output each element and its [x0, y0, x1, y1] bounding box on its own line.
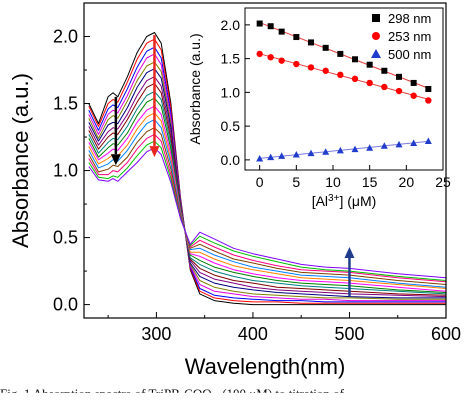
inset-x-tick-label: 15	[362, 174, 378, 190]
data-point-500-nm	[424, 137, 432, 144]
data-point-253-nm	[337, 71, 344, 79]
inset-x-axis-title: [Al3+] (μM)	[312, 193, 377, 210]
main-y-tick-label: 1.5	[53, 94, 78, 114]
data-point-298-nm	[337, 50, 344, 57]
inset-y-tick-label: 1.0	[221, 84, 241, 100]
inset-x-axis: 0 5 10 15 20 25	[256, 165, 451, 190]
data-point-253-nm	[381, 83, 388, 91]
data-point-298-nm	[396, 73, 402, 80]
main-plot-frame	[83, 2, 447, 319]
inset-y-tick-label: 1.5	[221, 51, 241, 67]
data-point-253-nm	[351, 75, 359, 83]
figure: 300 400 500 600 0.0 0.5 1.0 1.5 2.0 Wavelength(…	[8, 2, 461, 379]
main-y-tick-label: 0.0	[53, 295, 78, 315]
main-chart: 300 400 500 600 0.0 0.5 1.0 1.5 2.0 Wavelength(…	[8, 2, 461, 379]
data-point-298-nm	[308, 39, 314, 46]
main-x-tick-label: 500	[334, 324, 364, 344]
main-x-tick-label: 300	[141, 324, 171, 344]
data-point-500-nm	[278, 152, 286, 159]
data-point-253-nm	[425, 97, 432, 104]
data-point-500-nm	[322, 148, 330, 155]
main-y-tick-label: 0.5	[53, 228, 78, 248]
legend-marker-298-nm	[372, 14, 380, 22]
inset-x-tick-label: 5	[292, 174, 300, 190]
data-point-500-nm	[380, 142, 388, 149]
inset-x-tick-label: 25	[435, 174, 451, 190]
trend-arrow-head-2	[149, 146, 160, 158]
data-point-500-nm	[336, 146, 344, 154]
inset-x-tick-label: 10	[325, 174, 341, 190]
main-y-axis-title: Absorbance (a.u.)	[8, 73, 33, 248]
legend-label: 500 nm	[388, 47, 431, 62]
main-y-axis: 0.0 0.5 1.0 1.5 2.0	[53, 27, 90, 315]
main-x-axis: 300 400 500 600	[107, 312, 461, 344]
main-y-tick-label: 1.0	[53, 161, 78, 181]
data-point-298-nm	[381, 67, 388, 74]
spectrum-line-17	[88, 147, 447, 279]
inset-x-axis-title-post: ] (μM)	[339, 193, 376, 209]
inset-plot-frame	[244, 7, 444, 171]
trend-arrow-head-1	[110, 154, 121, 166]
data-point-298-nm	[322, 44, 329, 51]
data-point-298-nm	[410, 79, 417, 86]
main-x-tick-label: 400	[238, 324, 268, 344]
data-point-298-nm	[425, 86, 432, 92]
data-point-298-nm	[256, 20, 263, 27]
main-x-axis-title: Wavelength(nm)	[185, 354, 346, 379]
inset-y-tick-label: 2.0	[221, 17, 241, 33]
trend-arrow-head-3	[344, 246, 355, 258]
main-y-tick-label: 2.0	[53, 27, 78, 47]
inset-x-axis-title-pre: [Al	[312, 193, 328, 209]
trend-arrows	[110, 35, 355, 297]
data-point-500-nm	[267, 153, 275, 161]
legend-marker-253-nm	[372, 32, 380, 40]
data-point-253-nm	[410, 92, 417, 99]
data-point-298-nm	[352, 56, 358, 63]
data-point-253-nm	[307, 64, 315, 71]
data-point-253-nm	[322, 67, 329, 74]
legend-label: 298 nm	[388, 11, 431, 26]
data-point-298-nm	[366, 61, 373, 68]
data-point-298-nm	[267, 23, 274, 30]
data-point-500-nm	[410, 139, 418, 146]
data-point-298-nm	[293, 34, 300, 41]
data-point-253-nm	[366, 79, 373, 87]
inset-x-tick-label: 0	[256, 174, 264, 190]
data-point-253-nm	[293, 60, 300, 68]
data-point-500-nm	[292, 150, 300, 158]
inset-x-axis-title-sup: 3+	[328, 193, 340, 204]
legend-label: 253 nm	[388, 29, 431, 44]
data-point-298-nm	[278, 28, 285, 35]
inset-y-axis-title: Absorbance (a.u.)	[187, 33, 203, 144]
data-point-500-nm	[256, 155, 264, 162]
inset-y-axis: 0.0 0.5 1.0 1.5 2.0	[221, 17, 250, 168]
inset-x-tick-label: 20	[399, 174, 415, 190]
data-point-253-nm	[395, 87, 403, 95]
figure-caption: Fig. 1 Absorption spectra of TriPB-COO− …	[0, 386, 344, 401]
inset-data-points	[256, 20, 432, 162]
data-point-500-nm	[307, 149, 315, 157]
inset-chart: 0 5 10 15 20 25 0.0 0.5 1.0 1.5 2.0 [Al3+] (μM) A…	[187, 7, 451, 210]
data-point-253-nm	[267, 54, 274, 61]
inset-legend: 298 nm 253 nm 500 nm	[371, 11, 431, 62]
legend-marker-500-nm	[371, 49, 381, 58]
data-point-500-nm	[351, 145, 359, 153]
inset-y-tick-label: 0.0	[221, 152, 241, 168]
data-point-253-nm	[256, 50, 263, 58]
inset-y-tick-label: 0.5	[221, 118, 241, 134]
data-point-253-nm	[278, 57, 285, 64]
data-point-500-nm	[366, 144, 374, 151]
data-point-500-nm	[395, 140, 403, 148]
main-x-tick-label: 600	[431, 324, 461, 344]
